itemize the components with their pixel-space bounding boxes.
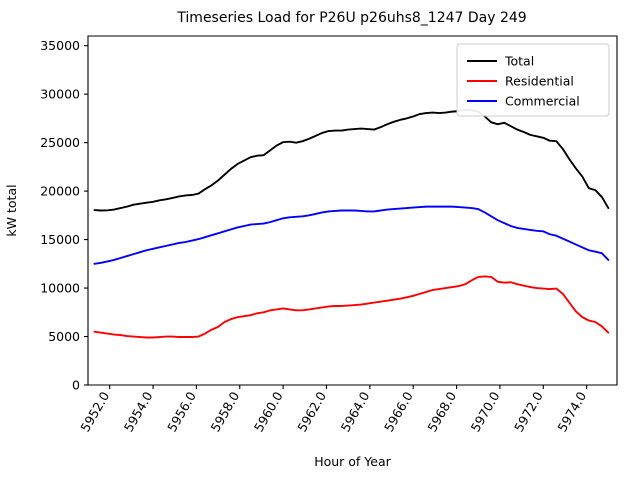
y-tick-label: 5000: [48, 329, 80, 344]
series-layer: [93, 108, 610, 339]
y-tick-label: 10000: [40, 281, 80, 296]
y-tick-label: 30000: [40, 87, 80, 102]
x-axis-label: Hour of Year: [314, 454, 391, 469]
axes-frame: [87, 35, 618, 386]
y-tick-label: 0: [72, 378, 80, 393]
series-line-total: [93, 108, 610, 212]
chart-legend[interactable]: Total Residential Commercial: [456, 43, 610, 117]
y-axis-ticks: 0 5000 10000 15000 20000 25000 30000 35000: [40, 38, 88, 393]
series-line-commercial: [93, 205, 610, 265]
legend-label-commercial[interactable]: Commercial: [505, 94, 580, 109]
series-line-residential: [93, 275, 610, 339]
legend-frame: [456, 43, 610, 117]
y-tick-label: 35000: [40, 38, 80, 53]
chart-title: Timeseries Load for P26U p26uhs8_1247 Da…: [176, 10, 526, 26]
y-axis-label: kW total: [4, 184, 19, 236]
y-tick-label: 25000: [40, 135, 80, 150]
y-tick-label: 15000: [40, 232, 80, 247]
legend-label-residential[interactable]: Residential: [505, 74, 574, 89]
y-tick-label: 20000: [40, 184, 80, 199]
legend-label-total[interactable]: Total: [504, 54, 534, 69]
